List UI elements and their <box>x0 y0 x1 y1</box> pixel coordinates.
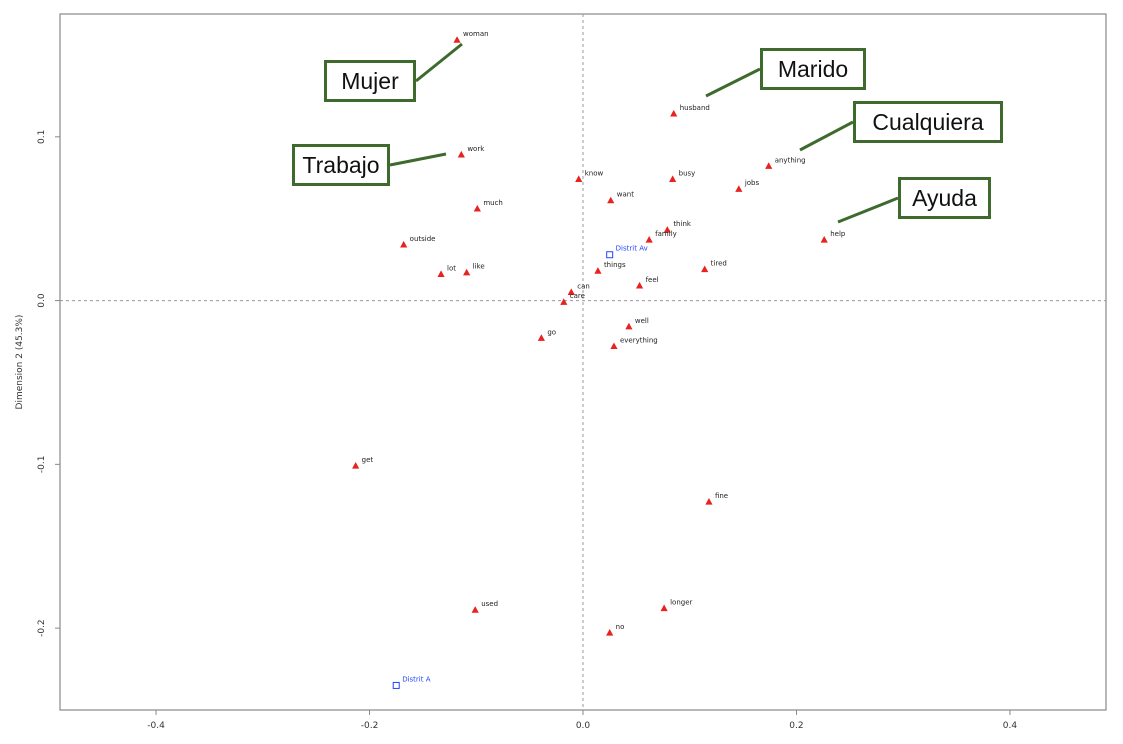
x-tick-label: -0.2 <box>361 721 379 731</box>
point-marker <box>660 604 668 612</box>
point-marker <box>625 322 633 330</box>
point-label: want <box>617 191 634 199</box>
point-marker <box>537 334 545 341</box>
point-marker <box>701 265 709 273</box>
point-marker <box>457 150 465 158</box>
point-marker <box>463 268 471 276</box>
point-marker <box>635 281 644 289</box>
point-marker <box>567 288 575 295</box>
point-marker <box>392 681 400 689</box>
callout-leader <box>705 67 761 98</box>
x-tick-label: -0.4 <box>147 721 165 731</box>
point-marker <box>663 226 671 233</box>
point-marker <box>437 270 445 277</box>
point-label: everything <box>620 336 658 344</box>
point-label: care <box>570 292 585 300</box>
x-tick-label: 0.2 <box>789 721 803 731</box>
point-label: get <box>362 456 374 464</box>
point-label: used <box>481 600 498 608</box>
point-marker <box>606 251 614 259</box>
point-label: jobs <box>744 179 760 187</box>
point-label: husband <box>680 104 710 112</box>
point-label: longer <box>670 598 692 606</box>
axis-ticks: -0.4 -0.2 0.0 0.2 0.4 -0.2 -0.1 0.0 0.1 <box>37 130 1017 731</box>
point-marker <box>820 235 828 243</box>
point-label: help <box>830 230 846 238</box>
callout-mujer: Mujer <box>324 60 416 102</box>
point-label: no <box>616 623 625 631</box>
data-points: woman husband work anything know busy jobs want… <box>352 30 846 689</box>
point-label: woman <box>463 30 489 38</box>
point-marker <box>594 267 602 274</box>
point-marker <box>765 162 773 169</box>
point-marker <box>400 240 408 248</box>
point-label: Distrit Av <box>616 245 648 253</box>
point-marker <box>352 461 360 469</box>
y-tick-label: -0.1 <box>37 456 47 474</box>
y-axis-label: Dimension 2 (45.3%) <box>15 315 25 410</box>
point-marker <box>645 235 653 243</box>
point-label: much <box>483 199 503 207</box>
y-tick-label: -0.2 <box>37 619 47 637</box>
point-label: think <box>673 220 692 228</box>
point-label: anything <box>775 156 806 164</box>
point-label: go <box>547 328 556 336</box>
reference-lines <box>60 14 1106 710</box>
callout-leader <box>415 42 463 83</box>
y-tick-label: 0.1 <box>37 130 47 144</box>
y-tick-label: 0.0 <box>37 293 47 308</box>
point-marker <box>560 298 568 305</box>
point-marker <box>575 175 583 183</box>
point-marker <box>735 185 743 192</box>
point-label: busy <box>679 169 696 177</box>
callout-ayuda: Ayuda <box>898 177 991 219</box>
point-label: fine <box>715 492 728 500</box>
callout-leader <box>837 196 899 224</box>
point-label: things <box>604 261 626 269</box>
x-tick-label: 0.0 <box>576 721 591 731</box>
point-label: can <box>577 282 590 290</box>
point-label: feel <box>646 276 659 284</box>
point-label: like <box>473 263 485 271</box>
callout-leaders <box>389 42 899 224</box>
callout-marido: Marido <box>760 48 866 90</box>
callout-cualquiera: Cualquiera <box>853 101 1003 143</box>
point-marker <box>610 342 618 350</box>
callout-leader <box>389 152 447 167</box>
point-marker <box>669 175 677 183</box>
point-label: know <box>585 169 604 177</box>
point-label: family <box>655 230 677 238</box>
callout-leader <box>799 120 854 152</box>
point-marker <box>705 498 713 505</box>
point-marker <box>607 196 615 204</box>
callout-trabajo: Trabajo <box>292 144 390 186</box>
point-label: well <box>635 317 649 325</box>
point-label: Distrit A <box>402 675 431 683</box>
x-tick-label: 0.4 <box>1003 721 1018 731</box>
point-label: outside <box>410 235 436 243</box>
point-label: lot <box>447 264 456 272</box>
point-marker <box>670 109 678 117</box>
point-marker <box>473 204 481 212</box>
point-marker <box>453 36 461 43</box>
point-label: tired <box>711 259 727 267</box>
point-label: work <box>467 145 485 153</box>
point-marker <box>606 629 614 636</box>
point-marker <box>471 606 479 613</box>
